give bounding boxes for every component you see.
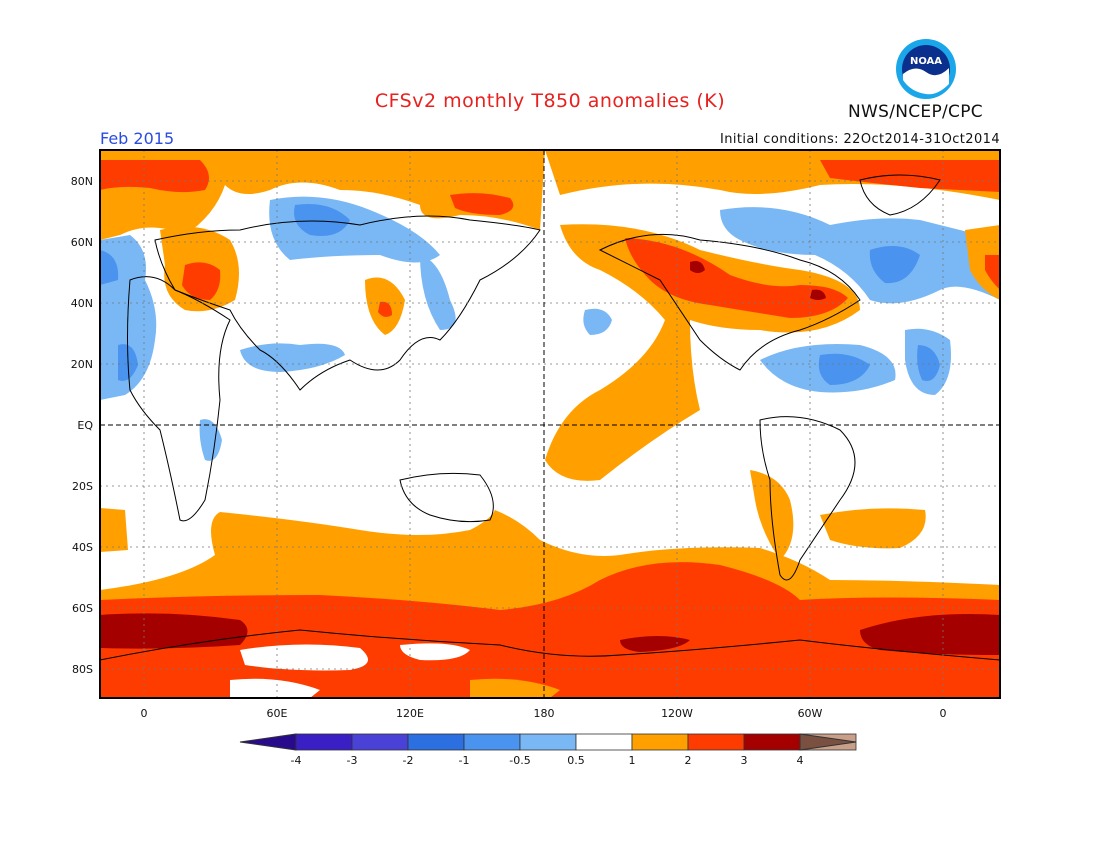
strong-warm-central-asia bbox=[378, 301, 392, 317]
cool-anomaly-north-atlantic-core bbox=[869, 246, 920, 284]
map-frame bbox=[99, 149, 1001, 699]
graticule bbox=[100, 150, 1000, 698]
colorbar-cell bbox=[295, 733, 353, 751]
lon-label: 60E bbox=[267, 707, 288, 720]
neutral-antarctic-3 bbox=[230, 678, 320, 698]
very-strong-warm-southern-pacific bbox=[620, 636, 690, 652]
agency-label: NWS/NCEP/CPC bbox=[848, 102, 983, 122]
lon-label: 0 bbox=[940, 707, 947, 720]
cool-anomaly-subtropical-na-core bbox=[818, 353, 870, 385]
colorbar-label: 2 bbox=[685, 754, 692, 767]
neutral-antarctic-2 bbox=[400, 643, 470, 661]
cool-anomaly-siberia-core bbox=[294, 204, 350, 236]
colorbar-cell bbox=[351, 733, 409, 751]
colorbar-label: 0.5 bbox=[567, 754, 585, 767]
cool-anomaly-north-atlantic bbox=[720, 207, 1000, 304]
warm-anomaly-far-east-edge bbox=[965, 225, 1000, 300]
lat-label: 40N bbox=[71, 297, 93, 310]
neutral-antarctic-1 bbox=[240, 644, 368, 671]
colorbar-label: -2 bbox=[403, 754, 414, 767]
initial-conditions: Initial conditions: 22Oct2014-31Oct2014 bbox=[720, 132, 1000, 147]
lat-label: 80S bbox=[72, 663, 93, 676]
lon-label: 180 bbox=[534, 707, 555, 720]
colorbar-label: -4 bbox=[291, 754, 302, 767]
strong-warm-arctic-central bbox=[450, 193, 514, 215]
strong-warm-arctic-west bbox=[100, 160, 209, 193]
noaa-logo: NOAA bbox=[895, 38, 957, 100]
logo-text: NOAA bbox=[910, 56, 942, 67]
warm-antarctic-strip bbox=[470, 678, 560, 698]
lon-label: 60W bbox=[798, 707, 823, 720]
warm-anomaly-south-atlantic bbox=[820, 508, 926, 549]
coastlines bbox=[100, 174, 1000, 661]
strong-warm-far-east-edge bbox=[985, 255, 1000, 290]
colorbar: -4 -3 -2 -1 -0.5 0.5 1 2 3 4 bbox=[239, 733, 857, 767]
colorbar-cell bbox=[743, 733, 801, 751]
chart-title: CFSv2 monthly T850 anomalies (K) bbox=[374, 90, 726, 112]
colorbar-label: 4 bbox=[797, 754, 804, 767]
colorbar-cell bbox=[575, 733, 633, 751]
colorbar-cap-right bbox=[799, 733, 857, 751]
equator-dateline bbox=[100, 150, 1000, 698]
cool-anomaly-east-asia bbox=[420, 255, 456, 330]
cool-anomaly-north-pacific bbox=[583, 308, 612, 335]
latitude-labels: 80N 60N 40N 20N EQ 20S 40S 60S 80S bbox=[71, 175, 94, 676]
strong-warm-north-america bbox=[625, 238, 848, 318]
strong-warm-europe bbox=[182, 262, 221, 300]
lat-label: 20S bbox=[72, 480, 93, 493]
warm-anomaly-arctic bbox=[100, 150, 1000, 240]
lat-label: 80N bbox=[71, 175, 93, 188]
cool-anomaly-atlantic-east-core bbox=[100, 250, 119, 285]
colorbar-label: 1 bbox=[629, 754, 636, 767]
very-strong-warm-west-na bbox=[690, 261, 705, 273]
colorbar-labels: -4 -3 -2 -1 -0.5 0.5 1 2 3 4 bbox=[291, 754, 804, 767]
very-strong-warm-southern-west bbox=[100, 613, 248, 649]
lat-label: 20N bbox=[71, 358, 93, 371]
cool-anomaly-south-asia bbox=[240, 343, 345, 372]
colorbar-cell bbox=[463, 733, 521, 751]
very-strong-warm-east-na bbox=[810, 289, 826, 300]
colorbar-cell bbox=[687, 733, 745, 751]
lat-label: EQ bbox=[77, 419, 93, 432]
lat-label: 40S bbox=[72, 541, 93, 554]
colorbar-label: -1 bbox=[459, 754, 470, 767]
colorbar-cell bbox=[519, 733, 577, 751]
cool-anomaly-west-atlantic-core bbox=[917, 345, 940, 381]
lat-label: 60S bbox=[72, 602, 93, 615]
lon-label: 120W bbox=[661, 707, 693, 720]
longitude-labels: 0 60E 120E 180 120W 60W 0 bbox=[141, 707, 947, 720]
lon-label: 0 bbox=[141, 707, 148, 720]
colorbar-cell bbox=[407, 733, 465, 751]
colorbar-cells bbox=[295, 733, 857, 751]
colorbar-label: -0.5 bbox=[509, 754, 530, 767]
colorbar-label: -3 bbox=[347, 754, 358, 767]
very-strong-warm-southern-east bbox=[860, 614, 1000, 655]
forecast-month: Feb 2015 bbox=[100, 129, 175, 148]
lat-label: 60N bbox=[71, 236, 93, 249]
colorbar-cell bbox=[631, 733, 689, 751]
warm-anomaly-south-atlantic-west-edge bbox=[100, 508, 128, 552]
colorbar-label: 3 bbox=[741, 754, 748, 767]
anomaly-fields bbox=[100, 150, 1000, 698]
strong-warm-arctic-east bbox=[820, 160, 1000, 192]
colorbar-cap-left bbox=[239, 733, 297, 751]
lon-label: 120E bbox=[396, 707, 424, 720]
